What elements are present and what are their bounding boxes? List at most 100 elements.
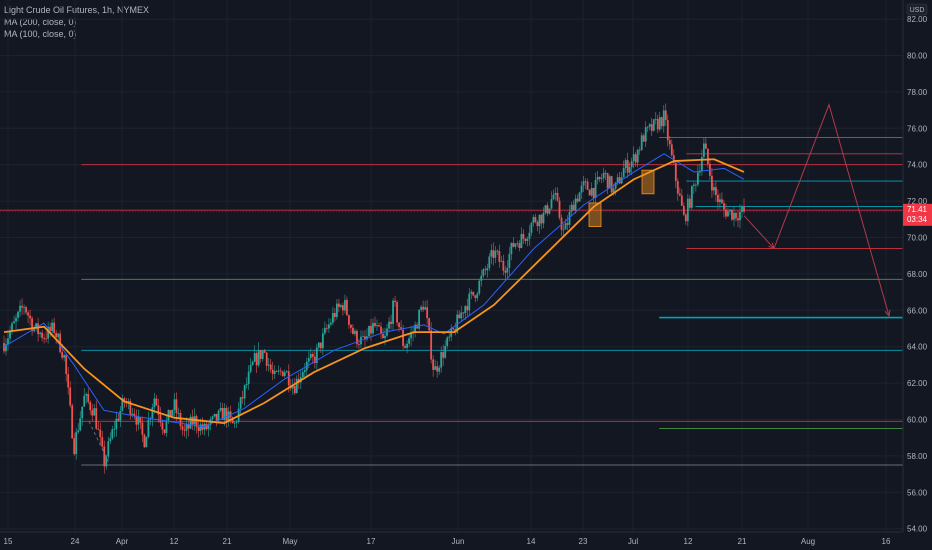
candle-body (536, 221, 539, 227)
candle-body (11, 323, 13, 332)
candle-body (350, 324, 352, 328)
candle-body (492, 250, 495, 258)
candle-body (65, 355, 68, 375)
candle-body (666, 120, 669, 141)
candle-body (522, 233, 525, 239)
candle-body (688, 198, 691, 208)
candle-body (646, 126, 649, 128)
candle-body (207, 424, 210, 430)
candle-body (614, 182, 617, 189)
candle-body (143, 434, 146, 448)
candle-body (3, 343, 5, 352)
candle-body (626, 160, 629, 173)
candle-body (281, 371, 284, 377)
projection-arrowhead (884, 309, 891, 317)
price-tick-label: 72.00 (907, 197, 928, 206)
price-axis[interactable]: USD 82.00 80.00 78.00 76.00 74.00 72.00 70.00 6… (902, 0, 932, 550)
candle-body (468, 293, 471, 311)
candle-body (157, 405, 160, 415)
ma200-line[interactable] (3, 158, 745, 425)
candle-body (418, 309, 421, 329)
candle-body (225, 407, 228, 423)
candle-body (93, 408, 96, 416)
candle-body (255, 353, 258, 366)
candle-body (388, 321, 390, 329)
candle-body (171, 410, 174, 417)
candle-body (346, 299, 348, 316)
candle-body (520, 233, 523, 249)
moving-averages (3, 153, 745, 464)
projection-line[interactable] (743, 103, 890, 316)
candle-body (273, 371, 276, 374)
candle-body (331, 313, 334, 323)
candle-body (584, 181, 587, 183)
candle-body (81, 406, 84, 419)
highlight-box[interactable] (641, 169, 655, 195)
candle-body (456, 314, 459, 333)
candle-body (630, 161, 633, 168)
time-tick-label: Jul (628, 537, 638, 546)
candle-body (115, 418, 118, 430)
projection-arrowhead (768, 242, 775, 250)
candle-body (434, 366, 437, 370)
candle-body (694, 184, 697, 186)
candle-body (610, 176, 613, 193)
candle-body (378, 325, 380, 327)
time-axis[interactable]: 15 24 Apr 12 21 May 17 Jun 14 23 Jul 12 21 Aug 16 (0, 531, 932, 550)
candle-body (19, 305, 21, 312)
candle-body (173, 399, 176, 411)
candle-body (528, 232, 531, 239)
candle-body (99, 429, 102, 438)
ma100-legend[interactable]: MA (100, close, 0) (4, 29, 77, 39)
candle-body (103, 446, 106, 467)
candle-body (61, 352, 64, 358)
candle-body (588, 189, 591, 196)
candle-body (43, 337, 46, 339)
candle-body (15, 317, 17, 322)
candle-body (137, 417, 140, 425)
candle-body (21, 305, 23, 308)
candle-body (414, 324, 417, 333)
candle-body (484, 269, 487, 271)
candle-body (596, 176, 599, 180)
candle-body (404, 346, 406, 348)
ma200-legend[interactable]: MA (200, close, 0) (4, 17, 77, 27)
time-tick-label: Jun (452, 537, 465, 546)
candle-body (235, 421, 238, 423)
candle-body (139, 417, 142, 423)
candle-body (586, 181, 589, 190)
candle-body (570, 204, 573, 212)
candle-body (368, 325, 370, 337)
candle-body (37, 323, 39, 335)
time-tick-label: Apr (116, 537, 129, 546)
candle-body (39, 332, 41, 335)
candle-body (612, 188, 615, 193)
candle-body (231, 417, 234, 424)
candle-body (674, 162, 677, 182)
time-tick-label: 23 (579, 537, 588, 546)
last-price: 71.41 (907, 205, 928, 214)
time-tick-label: 21 (223, 537, 232, 546)
candle-body (261, 350, 264, 359)
candle-body (402, 329, 404, 347)
candle-body (594, 179, 597, 199)
candle-body (410, 333, 413, 339)
candle-body (540, 214, 543, 224)
candle-body (616, 177, 619, 183)
last-price-tag: 71.41 03:34 (903, 203, 932, 226)
price-tick-label: 78.00 (907, 88, 928, 97)
candle-body (634, 154, 637, 163)
candle-body (530, 223, 533, 233)
ma100-line[interactable] (3, 153, 745, 428)
candle-body (51, 322, 54, 332)
candle-body (187, 424, 190, 429)
candle-body (618, 177, 621, 184)
candle-body (426, 307, 429, 319)
candle-body (380, 326, 382, 334)
candle-body (329, 322, 332, 325)
grid-lines (0, 0, 903, 532)
candle-body (364, 336, 366, 340)
candle-body (582, 181, 585, 186)
